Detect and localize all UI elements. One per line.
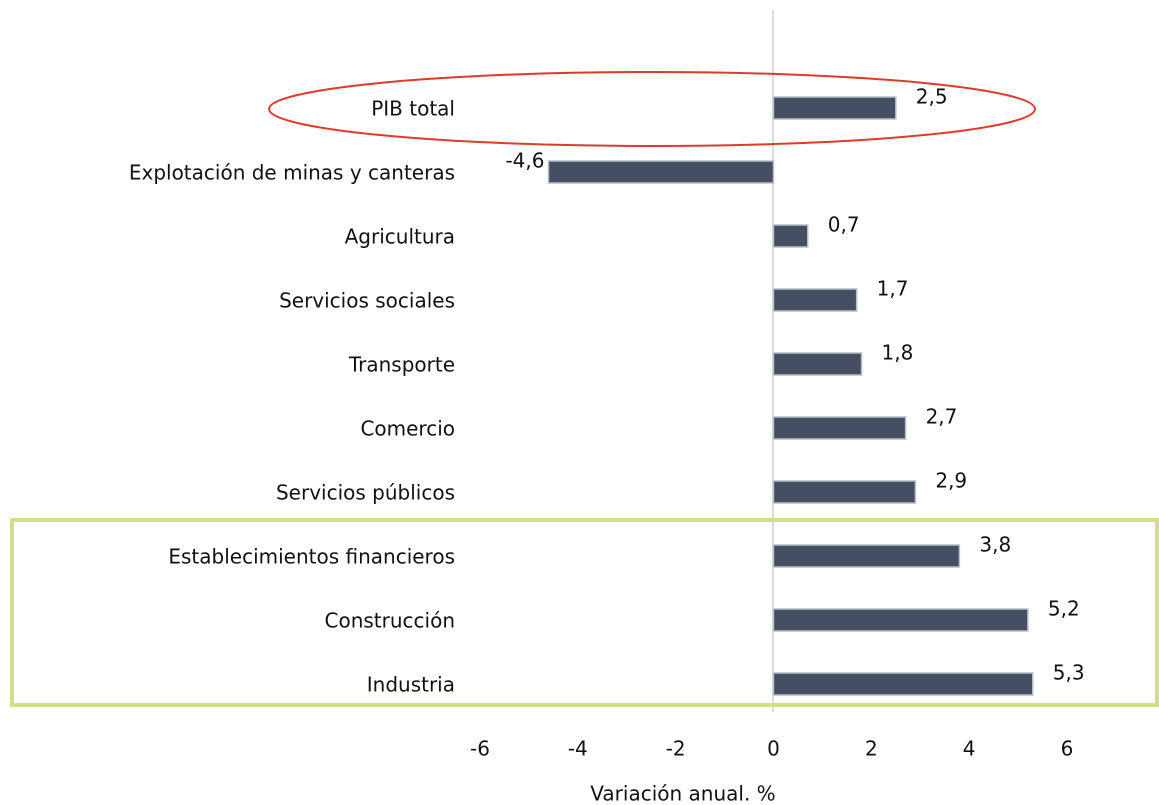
value-label: 2,7 bbox=[926, 405, 958, 429]
category-label: Construcción bbox=[325, 609, 456, 633]
category-label: Establecimientos financieros bbox=[168, 545, 455, 569]
value-label: 0,7 bbox=[828, 213, 860, 237]
category-label: Servicios sociales bbox=[279, 289, 455, 313]
bar bbox=[772, 352, 863, 376]
x-tick-label: -4 bbox=[568, 737, 588, 761]
bar bbox=[772, 224, 809, 248]
value-label: 2,9 bbox=[935, 469, 967, 493]
bar bbox=[772, 608, 1029, 632]
bar bbox=[772, 672, 1034, 696]
x-tick-label: 4 bbox=[963, 737, 976, 761]
x-tick-label: 0 bbox=[767, 737, 780, 761]
bar bbox=[772, 288, 858, 312]
x-tick-label: -6 bbox=[470, 737, 490, 761]
bar bbox=[772, 96, 897, 120]
value-label: 5,2 bbox=[1048, 597, 1080, 621]
highlight-box bbox=[10, 518, 1159, 707]
bar bbox=[772, 416, 907, 440]
category-label: Explotación de minas y canteras bbox=[129, 161, 455, 185]
value-label: 2,5 bbox=[916, 85, 948, 109]
x-axis-title: Variación anual. % bbox=[590, 782, 775, 805]
x-tick-label: 6 bbox=[1061, 737, 1074, 761]
category-label: Servicios públicos bbox=[276, 481, 455, 505]
category-label: Comercio bbox=[360, 417, 455, 441]
value-label: -4,6 bbox=[505, 149, 544, 173]
x-tick-label: -2 bbox=[666, 737, 686, 761]
highlight-ellipse bbox=[268, 71, 1036, 147]
value-label: 5,3 bbox=[1053, 661, 1085, 685]
bar bbox=[772, 544, 961, 568]
value-label: 1,7 bbox=[877, 277, 909, 301]
value-label: 3,8 bbox=[979, 533, 1011, 557]
category-label: Agricultura bbox=[345, 225, 455, 249]
x-tick-label: 2 bbox=[865, 737, 878, 761]
bar bbox=[772, 480, 917, 504]
bar bbox=[547, 160, 775, 184]
value-label: 1,8 bbox=[882, 341, 914, 365]
category-label: Transporte bbox=[348, 353, 455, 377]
category-label: Industria bbox=[367, 673, 455, 697]
category-label: PIB total bbox=[371, 97, 455, 121]
